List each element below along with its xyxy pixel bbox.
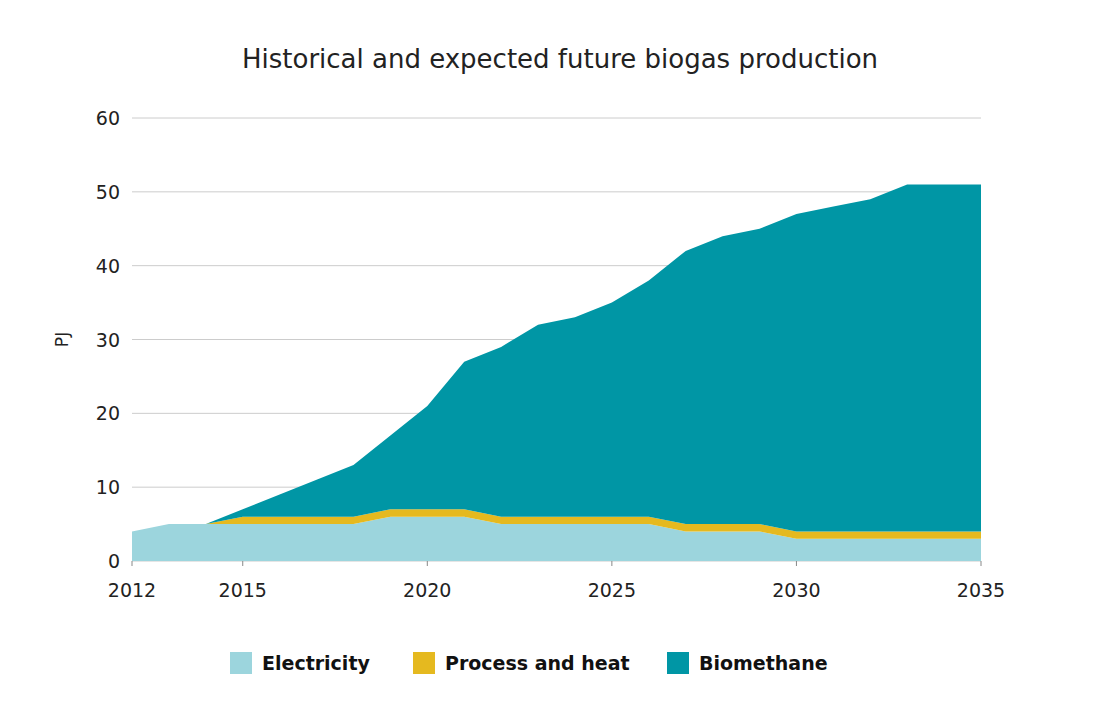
grid-line [132,118,981,119]
chart: Historical and expected future biogas pr… [0,0,1093,702]
legend-label: Process and heat [445,652,630,674]
legend-label: Biomethane [699,652,828,674]
grid-line [132,191,981,192]
x-tick [611,561,612,566]
x-tick [427,561,428,566]
y-tick-label: 30 [96,329,120,351]
y-tick-label: 50 [96,181,120,203]
legend-swatch [667,652,689,674]
x-tick-label: 2012 [108,579,156,601]
legend-swatch [413,652,435,674]
x-tick [132,561,133,566]
x-tick-label: 2025 [588,579,636,601]
x-tick [242,561,243,566]
y-tick-label: 60 [96,107,120,129]
y-tick-label: 0 [108,550,120,572]
x-tick-label: 2035 [957,579,1005,601]
area [132,184,981,531]
areas [132,184,981,561]
x-tick-label: 2030 [772,579,820,601]
x-tick-label: 2020 [403,579,451,601]
x-tick [796,561,797,566]
x-tick-label: 2015 [219,579,267,601]
y-tick-label: 40 [96,255,120,277]
y-tick-label: 20 [96,402,120,424]
x-tick [981,561,982,566]
y-tick-label: 10 [96,476,120,498]
title: Historical and expected future biogas pr… [242,44,878,74]
legend-swatch [230,652,252,674]
y-axis-label: PJ [52,332,72,347]
legend-label: Electricity [262,652,370,674]
